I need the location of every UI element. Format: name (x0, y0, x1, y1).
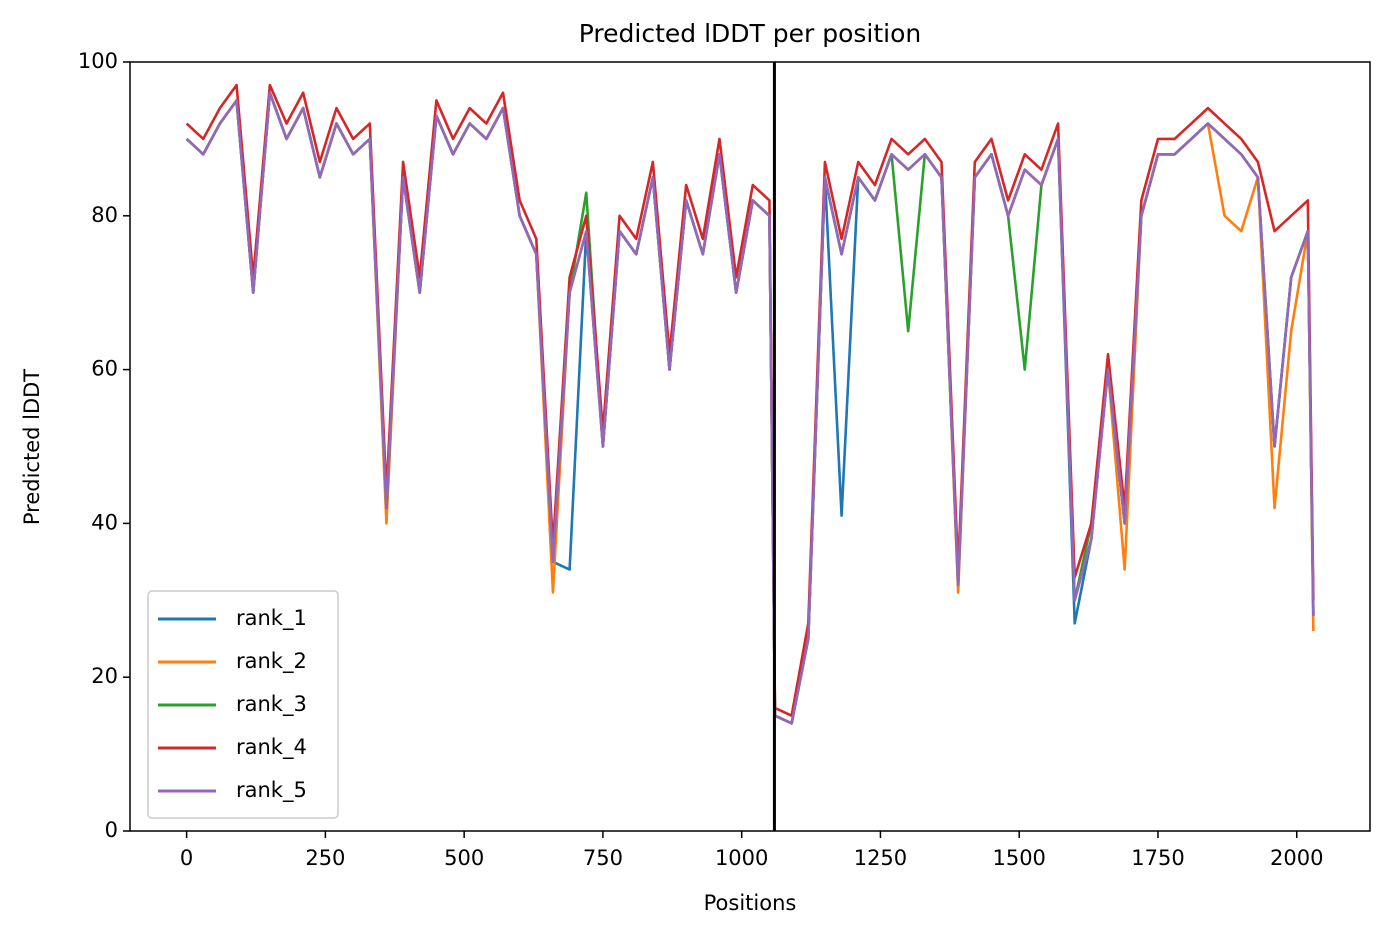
legend-label: rank_2 (236, 649, 307, 674)
y-tick-label: 20 (91, 664, 118, 688)
y-tick-label: 100 (78, 49, 118, 73)
legend-label: rank_4 (236, 735, 307, 760)
x-tick-label: 1000 (715, 846, 768, 870)
y-axis-label: Predicted lDDT (20, 369, 44, 525)
legend-label: rank_1 (236, 606, 307, 631)
y-tick-label: 40 (91, 510, 118, 534)
x-tick-label: 250 (305, 846, 345, 870)
x-tick-label: 1750 (1131, 846, 1184, 870)
x-axis-label: Positions (704, 891, 797, 915)
x-tick-label: 750 (583, 846, 623, 870)
x-tick-label: 1500 (992, 846, 1045, 870)
x-tick-label: 500 (444, 846, 484, 870)
legend-label: rank_3 (236, 692, 307, 717)
legend-box (147, 590, 339, 819)
x-tick-label: 1250 (854, 846, 907, 870)
y-tick-label: 60 (91, 357, 118, 381)
legend-label: rank_5 (236, 778, 307, 803)
chart-title: Predicted lDDT per position (579, 19, 921, 48)
plot-lines (185, 62, 1315, 831)
y-tick-label: 0 (105, 818, 118, 842)
y-tick-label: 80 (91, 203, 118, 227)
plot-frame (129, 61, 1371, 832)
x-tick-label: 2000 (1270, 846, 1323, 870)
series-line (185, 91, 1315, 725)
x-tick-label: 0 (180, 846, 193, 870)
